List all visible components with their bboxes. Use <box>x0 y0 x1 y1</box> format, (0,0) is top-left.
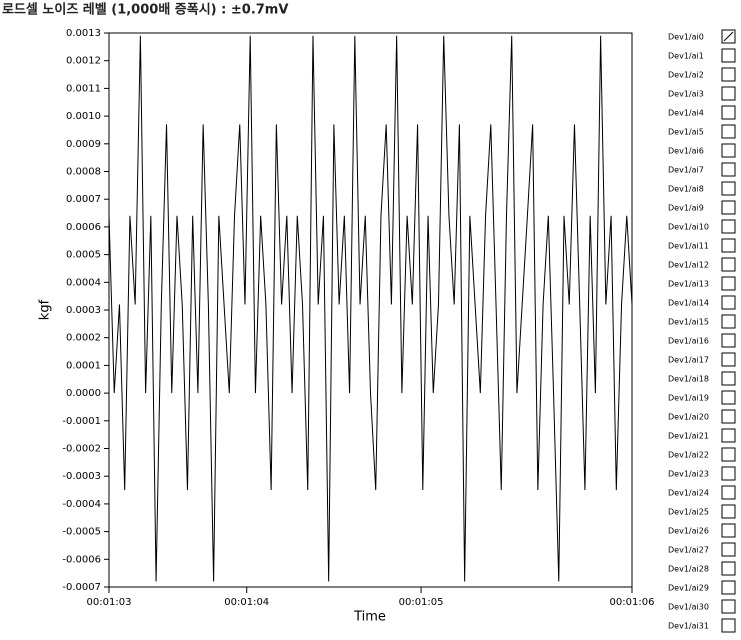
legend-label: Dev1/ai14 <box>668 299 709 308</box>
legend-label: Dev1/ai0 <box>668 33 704 42</box>
legend-checkbox[interactable] <box>721 504 736 519</box>
legend-checkbox[interactable] <box>721 390 736 405</box>
legend-label: Dev1/ai10 <box>668 223 709 232</box>
legend-label: Dev1/ai7 <box>668 166 704 175</box>
legend-checkbox[interactable] <box>721 67 736 82</box>
legend-checkbox[interactable] <box>721 238 736 253</box>
legend-checkbox[interactable] <box>721 162 736 177</box>
legend-label: Dev1/ai6 <box>668 147 704 156</box>
y-tick-label: -0.0007 <box>62 582 101 593</box>
legend-label: Dev1/ai3 <box>668 90 704 99</box>
legend-label: Dev1/ai5 <box>668 128 704 137</box>
y-tick-label: 0.0007 <box>66 194 101 205</box>
legend-label: Dev1/ai16 <box>668 337 709 346</box>
legend-label: Dev1/ai22 <box>668 451 709 460</box>
legend-label: Dev1/ai8 <box>668 185 704 194</box>
legend-label: Dev1/ai18 <box>668 375 709 384</box>
y-tick-label: -0.0002 <box>62 444 101 455</box>
legend-checkbox[interactable] <box>721 580 736 595</box>
y-tick-label: 0.0003 <box>66 305 101 316</box>
legend-checkbox[interactable] <box>721 599 736 614</box>
legend-label: Dev1/ai25 <box>668 508 709 517</box>
y-tick-label: 0.0008 <box>66 167 101 178</box>
legend-label: Dev1/ai4 <box>668 109 704 118</box>
legend-checkbox[interactable] <box>721 542 736 557</box>
y-tick-label: 0.0012 <box>66 56 101 67</box>
legend-checkbox[interactable] <box>721 371 736 386</box>
legend-label: Dev1/ai24 <box>668 489 709 498</box>
legend-label: Dev1/ai11 <box>668 242 709 251</box>
legend-label: Dev1/ai13 <box>668 280 709 289</box>
y-tick-label: -0.0005 <box>62 527 101 538</box>
y-tick-label: 0.0013 <box>66 28 101 39</box>
legend-checkbox[interactable] <box>721 48 736 63</box>
legend-checkbox[interactable] <box>721 485 736 500</box>
legend-checkbox[interactable] <box>721 124 736 139</box>
legend-checkbox[interactable] <box>721 181 736 196</box>
y-tick-label: -0.0004 <box>62 499 101 510</box>
legend-checkbox[interactable] <box>721 86 736 101</box>
y-tick-label: 0.0006 <box>66 222 101 233</box>
legend-label: Dev1/ai12 <box>668 261 709 270</box>
y-tick-label: -0.0006 <box>62 554 101 565</box>
legend-checkbox[interactable] <box>721 314 736 329</box>
x-tick-label: 00:01:06 <box>610 597 655 608</box>
legend-label: Dev1/ai9 <box>668 204 704 213</box>
legend-checkbox[interactable] <box>721 105 736 120</box>
legend-checkbox[interactable] <box>721 428 736 443</box>
legend-checkbox[interactable] <box>721 447 736 462</box>
legend-checkbox[interactable] <box>721 200 736 215</box>
x-tick-label: 00:01:04 <box>224 597 269 608</box>
legend-checkbox[interactable] <box>721 409 736 424</box>
legend-label: Dev1/ai31 <box>668 622 709 631</box>
y-tick-label: 0.0011 <box>66 83 101 94</box>
legend-label: Dev1/ai1 <box>668 52 704 61</box>
legend-checkbox[interactable] <box>721 523 736 538</box>
legend-checkbox[interactable] <box>721 333 736 348</box>
legend-checkbox[interactable] <box>721 143 736 158</box>
legend-label: Dev1/ai28 <box>668 565 709 574</box>
legend-label: Dev1/ai29 <box>668 584 709 593</box>
y-tick-label: 0.0002 <box>66 333 101 344</box>
x-tick-label: 00:01:05 <box>399 597 444 608</box>
legend-label: Dev1/ai2 <box>668 71 704 80</box>
y-tick-label: 0.0005 <box>66 250 101 261</box>
legend-checkbox[interactable] <box>721 352 736 367</box>
legend-checkbox[interactable] <box>721 276 736 291</box>
legend-label: Dev1/ai15 <box>668 318 709 327</box>
legend-checkbox[interactable] <box>721 295 736 310</box>
legend-label: Dev1/ai21 <box>668 432 709 441</box>
y-tick-label: 0.0000 <box>66 388 101 399</box>
legend-label: Dev1/ai23 <box>668 470 709 479</box>
plot-area <box>108 32 633 588</box>
data-line <box>108 35 633 582</box>
legend-checkbox[interactable] <box>721 561 736 576</box>
legend-checkbox[interactable] <box>721 618 736 633</box>
legend-checkbox[interactable] <box>721 257 736 272</box>
legend-label: Dev1/ai20 <box>668 413 709 422</box>
y-tick-label: -0.0003 <box>62 471 101 482</box>
y-tick-label: 0.0004 <box>66 277 101 288</box>
legend-checkbox[interactable] <box>721 219 736 234</box>
legend-label: Dev1/ai19 <box>668 394 709 403</box>
legend-checkbox[interactable] <box>721 466 736 481</box>
legend-label: Dev1/ai30 <box>668 603 709 612</box>
x-tick-label: 00:01:03 <box>87 597 132 608</box>
x-axis-label: Time <box>353 610 386 625</box>
y-tick-label: -0.0001 <box>62 416 101 427</box>
legend-label: Dev1/ai17 <box>668 356 709 365</box>
legend-check <box>723 31 734 42</box>
legend-label: Dev1/ai27 <box>668 546 709 555</box>
y-axis-label: kgf <box>38 299 53 320</box>
chart-title: 로드셀 노이즈 레벨 (1,000배 증폭시) : ±0.7mV <box>2 2 288 18</box>
y-tick-label: 0.0009 <box>66 139 101 150</box>
legend-label: Dev1/ai26 <box>668 527 709 536</box>
y-tick-label: 0.0001 <box>66 360 101 371</box>
y-tick-label: 0.0010 <box>66 111 101 122</box>
